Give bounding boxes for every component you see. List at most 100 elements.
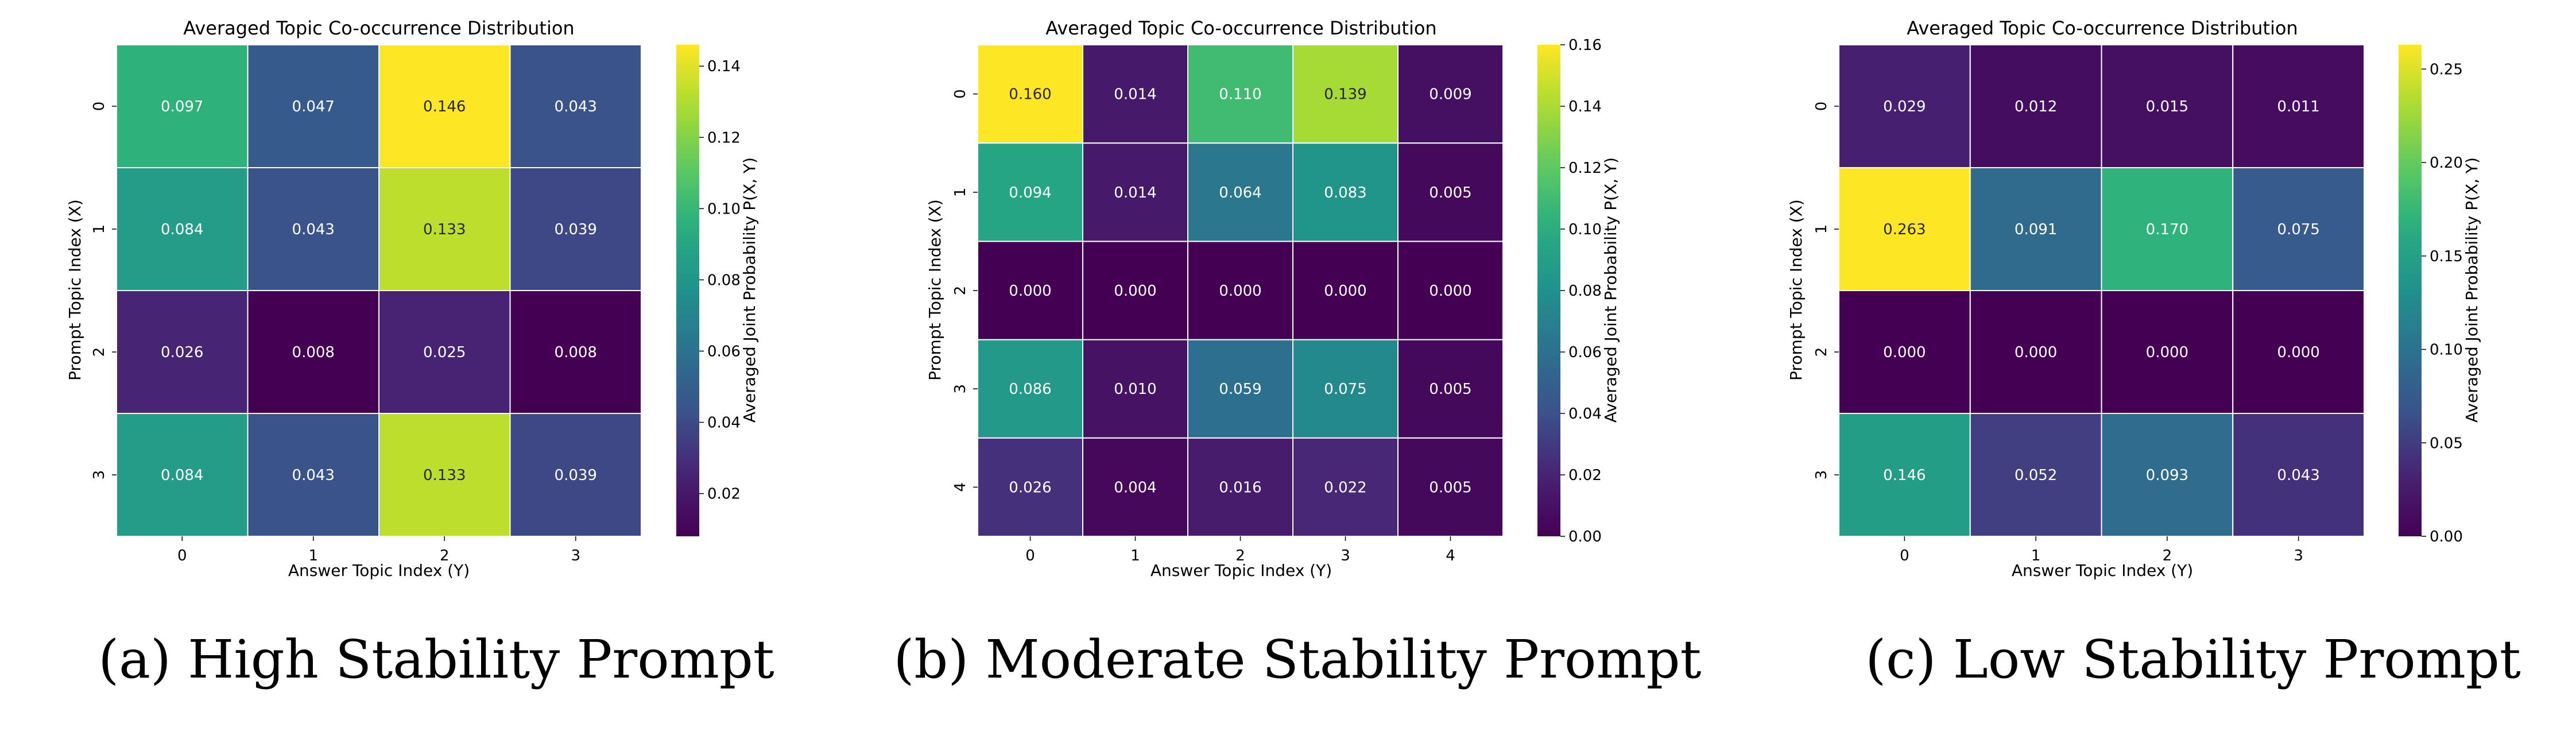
heatmap-cell bbox=[1969, 167, 2102, 291]
cell-value-label: 0.083 bbox=[1324, 184, 1366, 202]
cell-value-label: 0.000 bbox=[1009, 283, 1051, 300]
y-tick-label: 2 bbox=[952, 286, 969, 296]
x-tick-label: 1 bbox=[2031, 547, 2041, 564]
colorbar-tick-label: 0.16 bbox=[1568, 37, 1602, 54]
cell-value-label: 0.086 bbox=[1009, 381, 1051, 398]
colorbar-tick-label: 0.06 bbox=[1568, 344, 1602, 361]
heatmap-panel-c: Averaged Topic Co-occurrence Distributio… bbox=[1787, 17, 2521, 690]
heatmap-panel-a: Averaged Topic Co-occurrence Distributio… bbox=[65, 17, 774, 690]
y-tick-label: 3 bbox=[91, 470, 108, 480]
heatmap-cell bbox=[378, 44, 511, 168]
y-tick-label: 2 bbox=[91, 347, 108, 357]
colorbar-tick-label: 0.04 bbox=[1568, 405, 1602, 423]
cell-value-label: 0.084 bbox=[161, 221, 203, 238]
heatmap-cell bbox=[2232, 44, 2365, 168]
heatmap-cell bbox=[247, 44, 379, 168]
x-axis-label: Answer Topic Index (Y) bbox=[288, 561, 470, 580]
colorbar-tick-label: 0.10 bbox=[2430, 342, 2463, 359]
colorbar-label: Averaged Joint Probability P(X, Y) bbox=[1601, 157, 1620, 423]
colorbar: 0.02 0.04 0.06 0.08 0.10 0.12 0.14 bbox=[676, 45, 741, 536]
colorbar-gradient bbox=[1537, 45, 1560, 536]
colorbar-label: Averaged Joint Probability P(X, Y) bbox=[2462, 157, 2481, 423]
x-axis-ticks: 0 1 2 3 bbox=[1900, 536, 2303, 564]
heatmap-cell bbox=[2232, 290, 2365, 414]
cell-value-label: 0.091 bbox=[2015, 221, 2057, 238]
colorbar: 0.00 0.02 0.04 0.06 0.08 0.10 0.12 0.14 0.16 bbox=[1537, 37, 1602, 545]
chart-title: Averaged Topic Co-occurrence Distributio… bbox=[183, 17, 574, 39]
x-tick-label: 2 bbox=[1235, 547, 1245, 564]
cell-value-label: 0.110 bbox=[1219, 86, 1261, 103]
cell-value-label: 0.000 bbox=[2146, 344, 2188, 361]
x-tick-label: 0 bbox=[1025, 547, 1035, 564]
x-axis-ticks: 0 1 2 3 4 bbox=[1025, 536, 1455, 564]
heatmap-cell bbox=[1292, 437, 1399, 537]
y-axis-ticks: 0 1 2 3 bbox=[1813, 102, 1839, 479]
heatmap-cell bbox=[1187, 142, 1293, 242]
cell-value-label: 0.000 bbox=[1219, 283, 1261, 300]
heatmap-cell bbox=[1838, 290, 1971, 414]
heatmap-cell bbox=[509, 167, 642, 291]
heatmap-cell bbox=[1969, 413, 2102, 537]
heatmap-cell bbox=[2101, 44, 2234, 168]
heatmap-cell bbox=[1082, 241, 1188, 341]
y-tick-label: 1 bbox=[1813, 225, 1830, 234]
heatmap-cell bbox=[247, 290, 379, 414]
heatmap-cell bbox=[977, 339, 1083, 439]
colorbar-tick-label: 0.25 bbox=[2430, 61, 2463, 78]
cell-value-label: 0.026 bbox=[1009, 479, 1051, 496]
cell-value-label: 0.039 bbox=[555, 467, 597, 484]
heatmap-cell bbox=[2101, 290, 2234, 414]
x-tick-label: 2 bbox=[2163, 547, 2172, 564]
cell-value-label: 0.000 bbox=[1883, 344, 1926, 361]
heatmap-cells: 0.160 0.014 0.110 0.139 0.009 0.094 0.014 0.064… bbox=[977, 44, 1504, 537]
y-tick-label: 4 bbox=[952, 482, 969, 492]
x-tick-label: 0 bbox=[177, 547, 187, 564]
cell-value-label: 0.014 bbox=[1114, 184, 1156, 202]
colorbar: 0.00 0.05 0.10 0.15 0.20 0.25 bbox=[2399, 45, 2463, 545]
colorbar-label: Averaged Joint Probability P(X, Y) bbox=[740, 157, 759, 423]
x-tick-label: 0 bbox=[1900, 547, 1909, 564]
heatmap-cell bbox=[2232, 413, 2365, 537]
cell-value-label: 0.170 bbox=[2146, 221, 2188, 238]
colorbar-tick-label: 0.20 bbox=[2430, 154, 2463, 172]
cell-value-label: 0.000 bbox=[2015, 344, 2057, 361]
cell-value-label: 0.075 bbox=[2277, 221, 2319, 238]
x-tick-label: 2 bbox=[440, 547, 450, 564]
y-tick-label: 0 bbox=[91, 102, 108, 111]
heatmap-cells: 0.097 0.047 0.146 0.043 0.084 0.043 0.133 0.039… bbox=[116, 44, 642, 537]
heatmap-cell bbox=[1397, 142, 1504, 242]
colorbar-tick-label: 0.08 bbox=[1568, 283, 1602, 300]
y-tick-label: 2 bbox=[1813, 347, 1830, 357]
cell-value-label: 0.005 bbox=[1429, 381, 1471, 398]
cell-value-label: 0.000 bbox=[1324, 283, 1366, 300]
cell-value-label: 0.043 bbox=[292, 467, 335, 484]
y-tick-label: 1 bbox=[952, 188, 969, 198]
cell-value-label: 0.011 bbox=[2277, 98, 2319, 115]
cell-value-label: 0.084 bbox=[161, 467, 203, 484]
heatmap-cell bbox=[1082, 339, 1188, 439]
cell-value-label: 0.015 bbox=[2146, 98, 2188, 115]
colorbar-tick-label: 0.04 bbox=[707, 415, 741, 432]
colorbar-tick-label: 0.05 bbox=[2430, 435, 2463, 452]
heatmap-cell bbox=[1082, 44, 1188, 144]
heatmap-cell bbox=[509, 290, 642, 414]
x-axis-label: Answer Topic Index (Y) bbox=[1151, 561, 1332, 580]
chart-title: Averaged Topic Co-occurrence Distributio… bbox=[1045, 17, 1436, 39]
cell-value-label: 0.012 bbox=[2015, 98, 2057, 115]
heatmap-cell bbox=[1187, 241, 1293, 341]
cell-value-label: 0.000 bbox=[2277, 344, 2319, 361]
colorbar-tick-label: 0.14 bbox=[1568, 98, 1602, 115]
cell-value-label: 0.146 bbox=[423, 98, 466, 115]
cell-value-label: 0.025 bbox=[423, 344, 466, 361]
heatmap-cell bbox=[1397, 44, 1504, 144]
heatmap-cell bbox=[1187, 339, 1293, 439]
cell-value-label: 0.010 bbox=[1114, 381, 1156, 398]
heatmap-cell bbox=[2101, 167, 2234, 291]
y-tick-label: 3 bbox=[952, 384, 969, 394]
cell-value-label: 0.093 bbox=[2146, 467, 2188, 484]
colorbar-tick-label: 0.10 bbox=[1568, 221, 1602, 238]
y-axis-ticks: 0 1 2 3 bbox=[91, 102, 117, 480]
cell-value-label: 0.022 bbox=[1324, 479, 1366, 496]
cell-value-label: 0.009 bbox=[1429, 86, 1471, 103]
